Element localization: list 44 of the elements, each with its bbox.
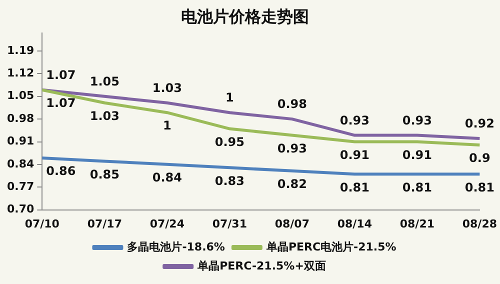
legend-label: 单晶PERC电池片-21.5% (265, 240, 396, 254)
data-label: 0.93 (340, 113, 370, 128)
chart-title: 电池片价格走势图 (181, 6, 309, 26)
data-label: 0.81 (340, 180, 370, 194)
x-tick-label: 08/28 (462, 217, 498, 230)
data-label: 0.91 (340, 148, 370, 162)
data-label: 0.82 (277, 177, 307, 192)
data-label: 0.81 (402, 180, 432, 194)
data-label: 0.86 (46, 164, 76, 178)
legend-label: 单晶PERC-21.5%+双面 (196, 259, 326, 272)
data-label: 0.93 (277, 141, 307, 156)
y-tick-label: 0.91 (7, 134, 34, 148)
x-tick-label: 08/21 (400, 217, 434, 230)
data-label: 0.85 (90, 167, 120, 182)
data-label: 0.98 (277, 97, 307, 112)
data-label: 0.81 (464, 180, 494, 194)
x-tick-label: 07/24 (150, 217, 185, 230)
data-label: 0.83 (214, 174, 244, 188)
y-tick-label: 0.70 (7, 202, 34, 216)
data-label: 1 (225, 90, 234, 105)
x-tick-label: 07/31 (212, 217, 247, 230)
x-tick-label: 08/07 (274, 217, 310, 230)
data-label: 1.05 (90, 74, 120, 89)
x-tick-label: 07/17 (87, 217, 122, 230)
data-label: 0.9 (469, 151, 490, 166)
data-label: 1 (162, 118, 172, 133)
y-tick-label: 0.98 (7, 112, 34, 125)
y-tick-label: 1.19 (7, 44, 34, 57)
y-tick-label: 1.05 (7, 89, 34, 102)
x-tick-label: 08/14 (337, 217, 372, 230)
data-label: 1.03 (90, 108, 120, 123)
data-label: 1.03 (152, 80, 182, 95)
data-label: 0.95 (214, 134, 244, 149)
data-label: 1.07 (46, 68, 76, 82)
y-tick-label: 0.84 (7, 157, 34, 170)
y-tick-label: 1.12 (7, 66, 34, 80)
data-label: 0.92 (464, 116, 494, 131)
data-label: 0.93 (402, 113, 432, 128)
y-tick-label: 0.77 (7, 180, 34, 193)
data-label: 0.84 (152, 170, 182, 185)
legend-label: 多晶电池片-18.6% (127, 240, 225, 254)
x-tick-label: 07/10 (24, 217, 60, 230)
data-label: 1.07 (46, 96, 76, 110)
data-label: 0.91 (402, 148, 432, 162)
